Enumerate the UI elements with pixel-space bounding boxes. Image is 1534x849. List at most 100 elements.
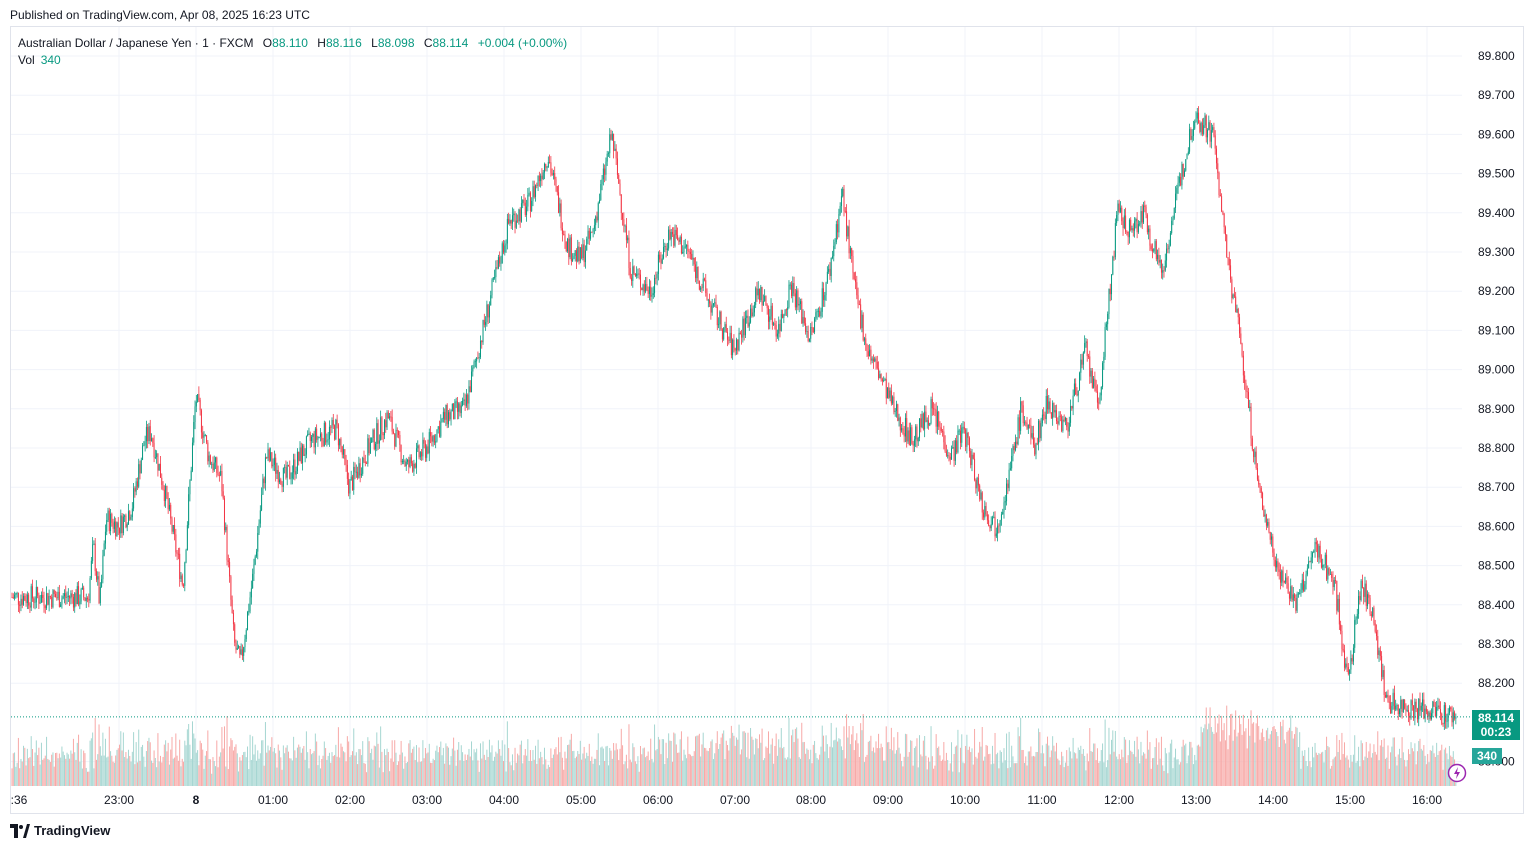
- volume-bar: [70, 750, 72, 786]
- volume-bar: [131, 751, 133, 786]
- candle-body: [811, 327, 813, 328]
- volume-bar: [479, 743, 481, 786]
- volume-bar: [839, 739, 841, 786]
- volume-bar: [930, 726, 932, 786]
- candle-body: [976, 477, 978, 489]
- symbol-title[interactable]: Australian Dollar / Japanese Yen · 1 · F…: [18, 36, 254, 50]
- volume-bar: [943, 742, 945, 786]
- lightning-icon[interactable]: [1447, 763, 1467, 783]
- candle-body: [1221, 196, 1223, 212]
- volume-bar: [267, 745, 269, 786]
- volume-bar: [55, 753, 57, 786]
- candle-body: [933, 408, 935, 410]
- volume-bar: [401, 752, 403, 786]
- candle-body: [1391, 705, 1393, 714]
- volume-bar: [464, 754, 466, 786]
- candle-body: [1299, 593, 1301, 594]
- candle-body: [414, 463, 416, 468]
- candle-body: [163, 489, 165, 501]
- volume-bar: [261, 740, 263, 786]
- volume-bar: [1109, 754, 1111, 786]
- volume-bar: [1227, 749, 1229, 786]
- footer-brand[interactable]: TradingView: [10, 823, 110, 838]
- candle-body: [930, 399, 932, 423]
- volume-bar: [945, 752, 947, 786]
- volume-bar: [1171, 739, 1173, 786]
- volume-bar: [820, 746, 822, 786]
- candle-body: [737, 339, 739, 351]
- candle-body: [732, 339, 734, 356]
- candle-body: [454, 401, 456, 420]
- candle-body: [34, 602, 36, 604]
- volume-bar: [207, 730, 209, 786]
- candle-body: [888, 387, 890, 398]
- volume-bar: [980, 746, 982, 786]
- volume-bar: [286, 745, 288, 786]
- volume-bar: [1063, 767, 1065, 786]
- volume-bar: [428, 743, 430, 786]
- candle-body: [875, 358, 877, 362]
- candle-body: [272, 464, 274, 467]
- candle-body: [1431, 713, 1433, 720]
- candle-body: [1043, 414, 1045, 416]
- volume-bar: [1386, 757, 1388, 786]
- candle-body: [1105, 324, 1107, 327]
- volume-bar: [724, 759, 726, 786]
- candle-body: [567, 238, 569, 252]
- volume-bar: [551, 757, 553, 786]
- candle-body: [903, 432, 905, 437]
- candle-body: [206, 435, 208, 443]
- candle-body: [787, 307, 789, 310]
- candle-body: [382, 433, 384, 436]
- candle-body: [652, 293, 654, 295]
- volume-bar: [34, 752, 36, 786]
- volume-bar: [573, 750, 575, 786]
- candle-body: [207, 442, 209, 462]
- volume-bar: [1189, 741, 1191, 786]
- volume-bar: [234, 746, 236, 786]
- candle-body: [797, 290, 799, 306]
- volume-bar: [444, 763, 446, 786]
- volume-bar: [1143, 752, 1145, 786]
- chart-frame[interactable]: [10, 26, 1524, 814]
- volume-bar: [623, 764, 625, 786]
- volume-bar: [1306, 766, 1308, 786]
- candle-body: [1127, 232, 1129, 238]
- candle-body: [1134, 221, 1136, 231]
- volume-bar: [806, 748, 808, 786]
- volume-bar: [130, 761, 132, 786]
- candle-body: [816, 311, 818, 313]
- candle-body: [755, 288, 757, 305]
- candle-body: [1294, 594, 1296, 599]
- candle-body: [561, 228, 563, 235]
- candle-body: [1433, 701, 1435, 707]
- candle-body: [35, 586, 37, 603]
- candle-body: [203, 435, 205, 438]
- volume-bar: [281, 769, 283, 786]
- volume-bar: [1016, 763, 1018, 786]
- y-tick-label: 88.400: [1478, 598, 1515, 612]
- volume-bar: [318, 755, 320, 786]
- volume-bar: [1359, 766, 1361, 786]
- candle-body: [869, 349, 871, 356]
- volume-bar: [1135, 756, 1137, 786]
- candle-body: [99, 586, 101, 604]
- volume-bar: [825, 735, 827, 786]
- volume-bar: [1086, 753, 1088, 786]
- volume-bar: [1013, 763, 1015, 786]
- candle-body: [314, 428, 316, 448]
- candle-body: [177, 553, 179, 555]
- close-label: C: [423, 36, 433, 50]
- candle-body: [842, 188, 844, 197]
- volume-bar: [917, 767, 919, 786]
- candle-body: [753, 304, 755, 313]
- volume-bar: [1247, 718, 1249, 786]
- candle-body: [1210, 130, 1212, 142]
- volume-bar: [1089, 728, 1091, 786]
- volume-bar: [257, 750, 259, 786]
- volume-bar: [1262, 728, 1264, 786]
- volume-label[interactable]: Vol: [18, 53, 35, 67]
- candle-body: [780, 314, 782, 332]
- candle-body: [1296, 593, 1298, 611]
